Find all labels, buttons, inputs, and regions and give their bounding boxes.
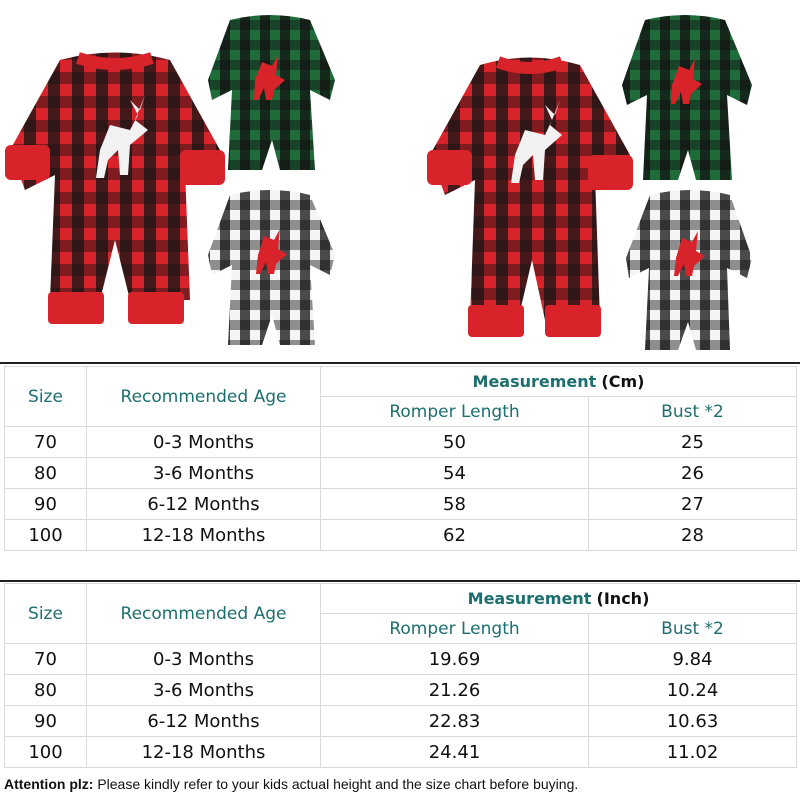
table-row: 100 12-18 Months 24.41 11.02 [4, 736, 798, 768]
white-romper [208, 190, 335, 345]
romper-illustration-right [427, 15, 752, 350]
white-romper [626, 190, 752, 350]
measurement-label: Measurement [467, 589, 592, 608]
attention-label: Attention plz: [4, 776, 94, 792]
reindeer-icon [256, 229, 287, 274]
product-photos [0, 0, 800, 360]
cell-size: 100 [4, 736, 87, 768]
cell-size: 90 [4, 488, 87, 520]
cell-age: 0-3 Months [86, 643, 321, 675]
cell-length: 22.83 [320, 705, 589, 737]
header-measurement: Measurement (Cm) [320, 366, 797, 397]
attention-note: Attention plz: Please kindly refer to yo… [4, 773, 796, 797]
cell-bust: 26 [588, 457, 797, 489]
cell-length: 24.41 [320, 736, 589, 768]
cell-age: 3-6 Months [86, 457, 321, 489]
red-romper [427, 56, 633, 337]
reindeer-icon [511, 100, 562, 183]
product-photo-group-left [0, 0, 400, 360]
cell-bust: 10.63 [587, 705, 798, 737]
cell-age: 3-6 Months [86, 674, 321, 706]
cell-length: 21.26 [320, 674, 589, 706]
measurement-unit: (Cm) [601, 372, 645, 391]
measurement-unit: (Inch) [596, 589, 650, 608]
cell-age: 12-18 Months [86, 736, 321, 768]
green-romper [622, 15, 752, 180]
attention-text: Please kindly refer to your kids actual … [97, 776, 579, 792]
reindeer-icon [96, 95, 148, 178]
header-bust: Bust *2 [587, 613, 798, 644]
cell-age: 6-12 Months [86, 488, 321, 520]
cell-size: 70 [4, 643, 87, 675]
cell-size: 70 [4, 426, 87, 458]
table-row: 100 12-18 Months 62 28 [4, 519, 797, 551]
cell-size: 80 [4, 674, 87, 706]
cell-bust: 10.24 [587, 674, 798, 706]
cell-length: 19.69 [320, 643, 589, 675]
header-size: Size [4, 583, 87, 644]
cell-bust: 11.02 [587, 736, 798, 768]
table-row: 70 0-3 Months 50 25 [4, 426, 797, 458]
product-photo-group-right [400, 0, 800, 360]
section-divider [0, 362, 800, 364]
table-row: 80 3-6 Months 54 26 [4, 457, 797, 489]
cell-size: 90 [4, 705, 87, 737]
cell-length: 58 [320, 488, 589, 520]
cell-bust: 28 [588, 519, 797, 551]
size-table-cm: Size Recommended Age Measurement (Cm) Ro… [4, 366, 797, 551]
cell-length: 54 [320, 457, 589, 489]
cell-length: 50 [320, 426, 589, 458]
cell-age: 12-18 Months [86, 519, 321, 551]
cell-length: 62 [320, 519, 589, 551]
table-row: 80 3-6 Months 21.26 10.24 [4, 674, 798, 706]
measurement-label: Measurement [472, 372, 597, 391]
red-romper [5, 52, 225, 324]
cell-age: 6-12 Months [86, 705, 321, 737]
cell-size: 80 [4, 457, 87, 489]
table-row: 90 6-12 Months 58 27 [4, 488, 797, 520]
romper-illustration-left [5, 15, 335, 345]
reindeer-icon [671, 59, 702, 104]
header-size: Size [4, 366, 87, 427]
header-recommended-age: Recommended Age [86, 583, 321, 644]
cell-bust: 25 [588, 426, 797, 458]
header-bust: Bust *2 [588, 396, 797, 427]
cell-age: 0-3 Months [86, 426, 321, 458]
header-recommended-age: Recommended Age [86, 366, 321, 427]
table-row: 70 0-3 Months 19.69 9.84 [4, 643, 798, 675]
green-romper [208, 15, 335, 170]
section-divider [0, 580, 800, 582]
table-row: 90 6-12 Months 22.83 10.63 [4, 705, 798, 737]
cell-bust: 9.84 [587, 643, 798, 675]
cell-bust: 27 [588, 488, 797, 520]
header-romper-length: Romper Length [320, 613, 589, 644]
reindeer-icon [254, 55, 285, 100]
reindeer-icon [674, 231, 705, 276]
header-measurement: Measurement (Inch) [319, 583, 798, 614]
size-table-inch: Size Recommended Age Measurement (Inch) … [4, 583, 798, 768]
cell-size: 100 [4, 519, 87, 551]
header-romper-length: Romper Length [320, 396, 589, 427]
